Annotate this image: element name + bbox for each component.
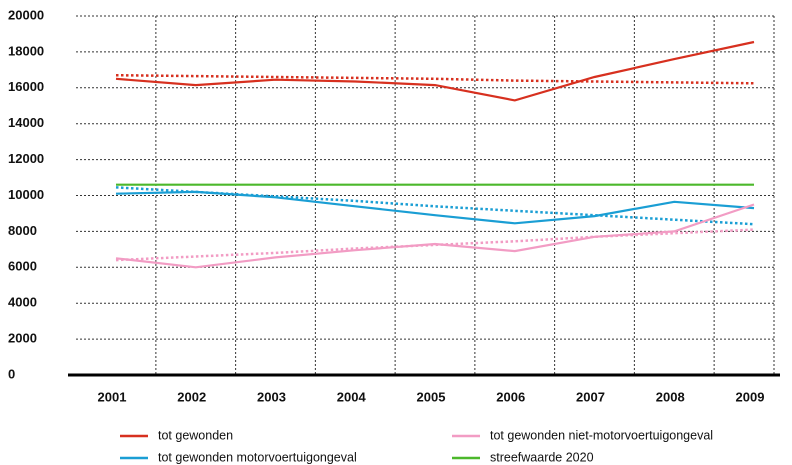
legend-label: streefwaarde 2020 bbox=[490, 450, 594, 464]
x-tick-label: 2001 bbox=[98, 389, 127, 404]
series-line bbox=[115, 40, 755, 102]
legend-label: tot gewonden bbox=[158, 428, 233, 442]
legend-label: tot gewonden niet-motorvoertuigongeval bbox=[490, 428, 713, 442]
y-tick-label: 10000 bbox=[8, 187, 44, 202]
y-tick-label: 18000 bbox=[8, 43, 44, 58]
trend-line bbox=[115, 228, 755, 262]
y-tick-label: 6000 bbox=[8, 259, 37, 274]
x-tick-label: 2002 bbox=[177, 389, 206, 404]
trend-line bbox=[115, 186, 755, 226]
y-tick-label: 2000 bbox=[8, 331, 37, 346]
x-tick-label: 2004 bbox=[337, 389, 367, 404]
x-tick-label: 2003 bbox=[257, 389, 286, 404]
series-line bbox=[115, 190, 755, 225]
y-tick-label: 14000 bbox=[8, 115, 44, 130]
x-tick-label: 2007 bbox=[576, 389, 605, 404]
y-tick-label: 20000 bbox=[8, 7, 44, 22]
legend-label: tot gewonden motorvoertuigongeval bbox=[158, 450, 357, 464]
trend-line bbox=[115, 73, 755, 85]
y-tick-label: 8000 bbox=[8, 223, 37, 238]
y-tick-label: 12000 bbox=[8, 151, 44, 166]
x-tick-label: 2008 bbox=[656, 389, 685, 404]
y-tick-label: 16000 bbox=[8, 79, 44, 94]
series-line bbox=[115, 203, 755, 269]
y-tick-label: 4000 bbox=[8, 295, 37, 310]
x-tick-label: 2006 bbox=[496, 389, 525, 404]
y-tick-label: 0 bbox=[8, 366, 15, 381]
x-tick-label: 2005 bbox=[417, 389, 446, 404]
x-tick-label: 2009 bbox=[736, 389, 765, 404]
